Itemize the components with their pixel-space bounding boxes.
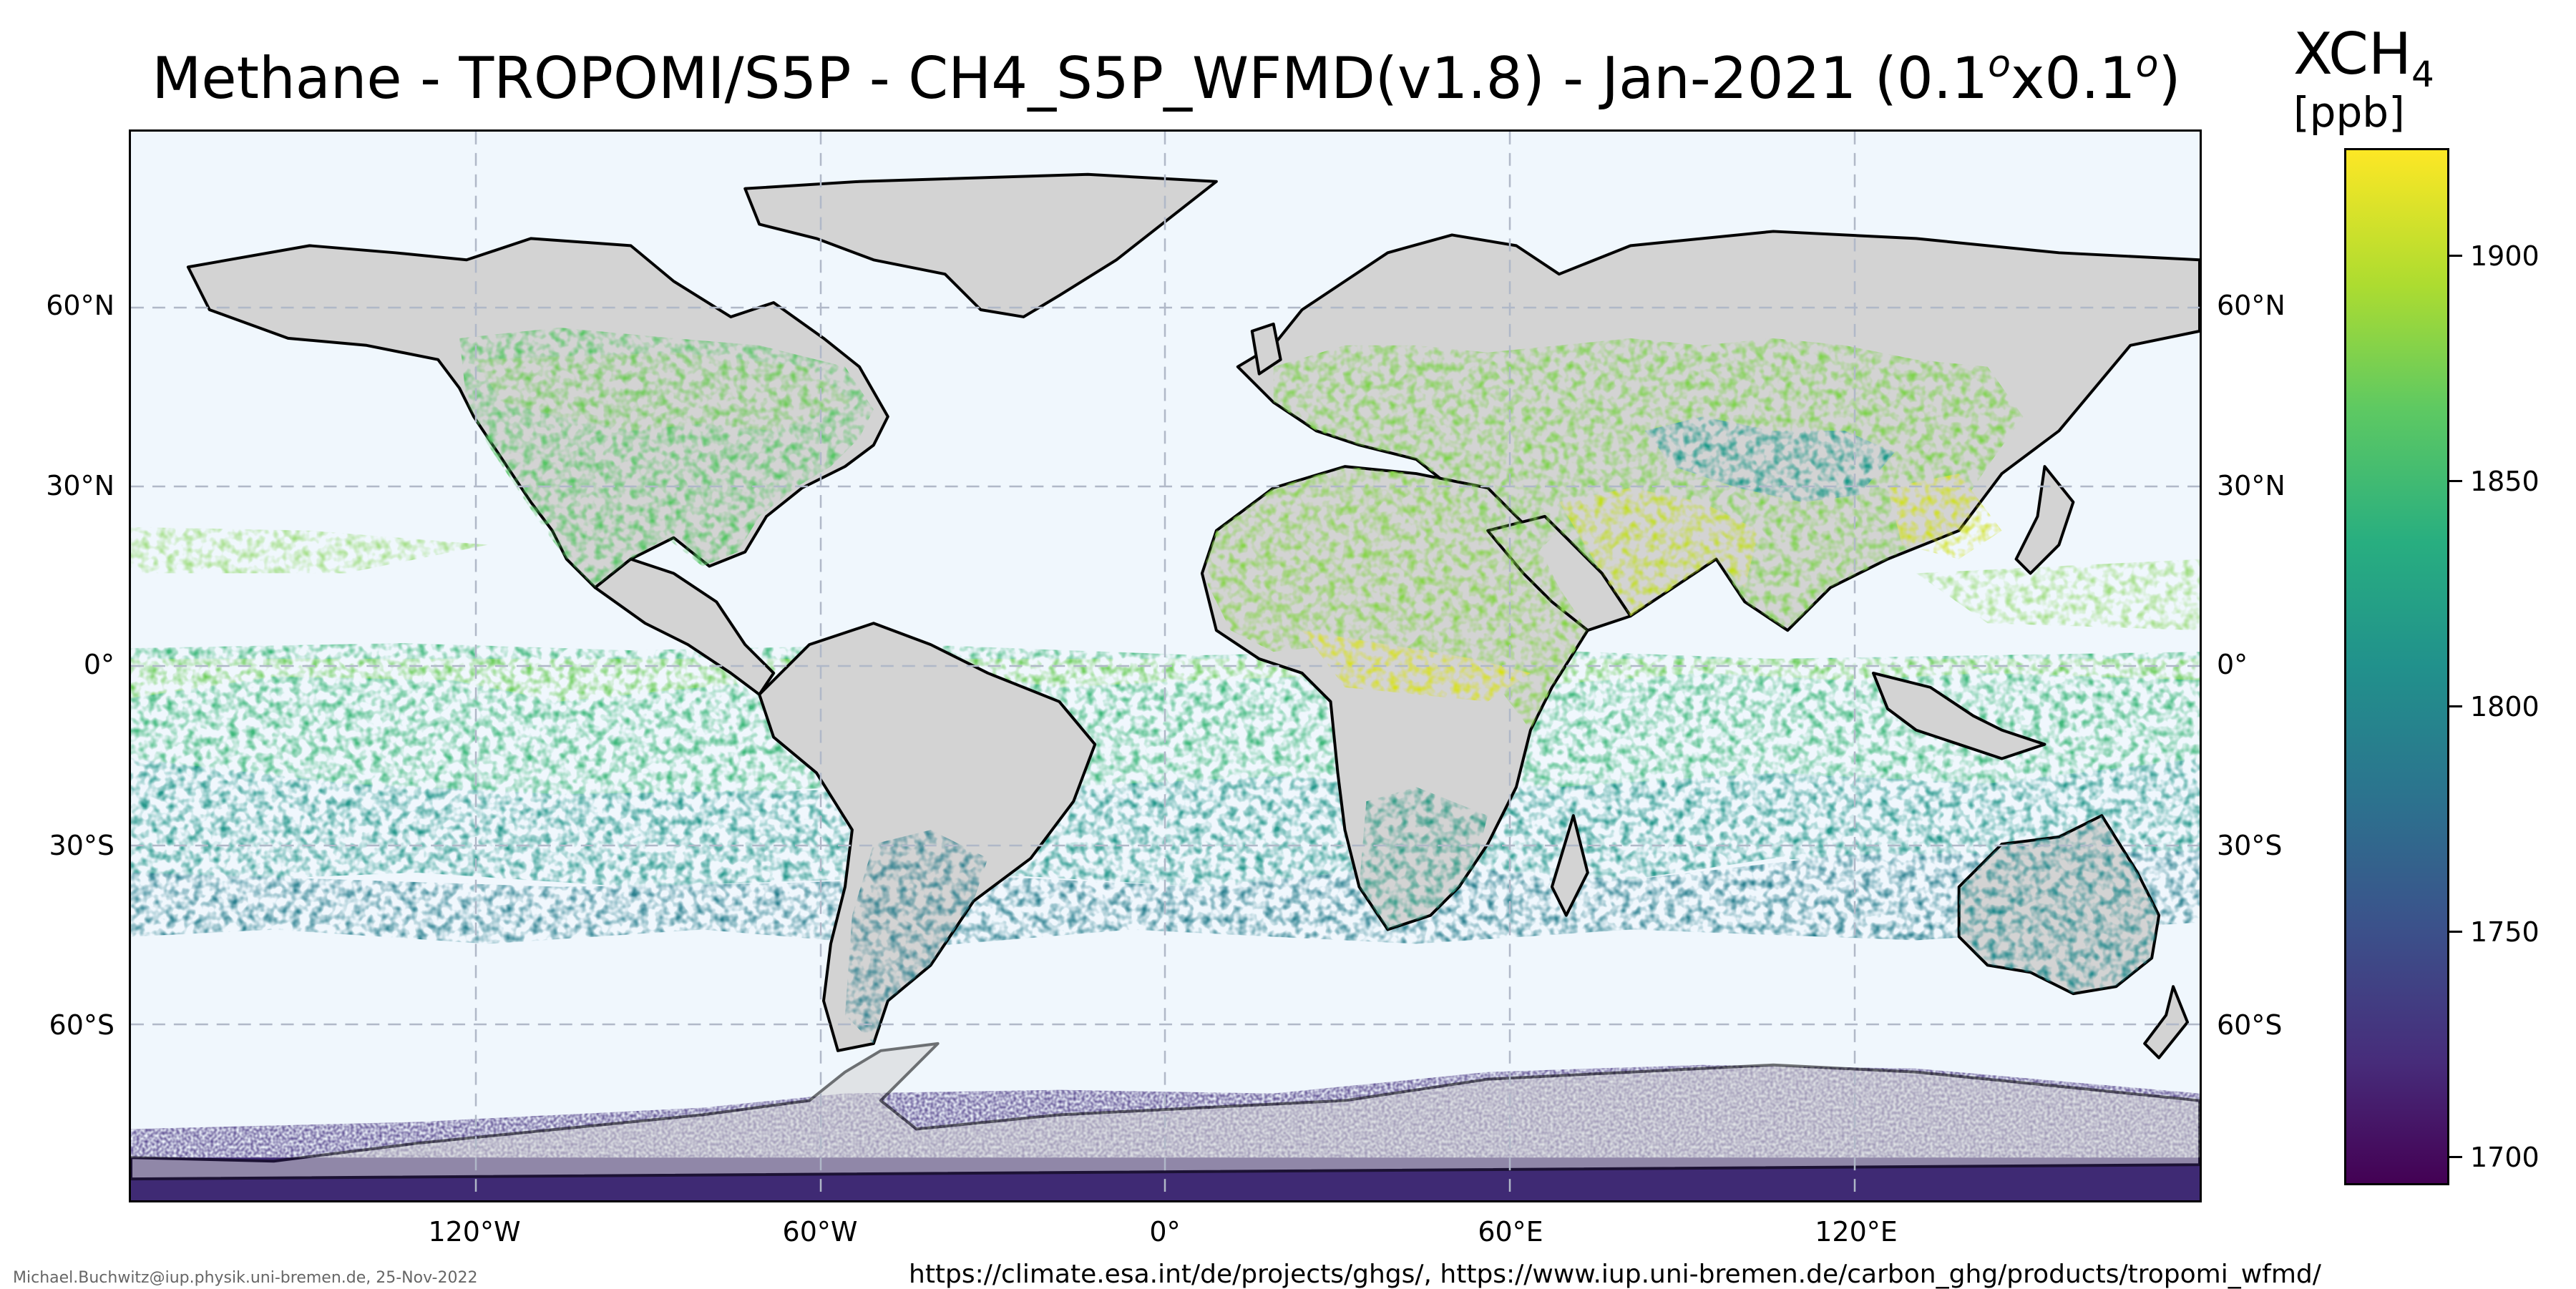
indonesia bbox=[1871, 671, 2046, 760]
lat-label-60n-left: 60°N bbox=[46, 290, 114, 321]
lat-label-30s-left: 30°S bbox=[49, 830, 114, 861]
new-zealand bbox=[2143, 985, 2190, 1059]
lon-label-0: 0° bbox=[1149, 1216, 1181, 1248]
colorbar bbox=[2344, 148, 2449, 1185]
lon-label-60w: 60°W bbox=[782, 1216, 858, 1248]
colorbar-label-1900: 1900 bbox=[2470, 240, 2540, 272]
lat-label-60s-left: 60°S bbox=[49, 1009, 114, 1041]
colorbar-label-1700: 1700 bbox=[2470, 1142, 2540, 1173]
antarctica bbox=[131, 1042, 2200, 1181]
map-panel[interactable] bbox=[129, 129, 2202, 1202]
lat-label-eq-right: 0° bbox=[2217, 649, 2248, 680]
lat-label-30n-left: 30°N bbox=[46, 470, 114, 501]
colorbar-tick-1850 bbox=[2449, 480, 2462, 482]
lon-label-120e: 120°E bbox=[1815, 1216, 1898, 1248]
colorbar-label-1750: 1750 bbox=[2470, 916, 2540, 948]
lat-label-30s-right: 30°S bbox=[2217, 830, 2283, 861]
colorbar-tick-1800 bbox=[2449, 705, 2462, 707]
colorbar-tick-1700 bbox=[2449, 1156, 2462, 1158]
lat-label-eq-left: 0° bbox=[83, 649, 114, 680]
lat-label-60n-right: 60°N bbox=[2217, 290, 2285, 321]
madagascar bbox=[1550, 814, 1589, 917]
lat-label-30n-right: 30°N bbox=[2217, 470, 2285, 501]
colorbar-title: XCH4 bbox=[2293, 21, 2434, 95]
map-title: Methane - TROPOMI/S5P - CH4_S5P_WFMD(v1.… bbox=[152, 43, 2181, 112]
colorbar-label-1850: 1850 bbox=[2470, 466, 2540, 497]
japan bbox=[2014, 465, 2075, 575]
graticule bbox=[131, 132, 2200, 1200]
colorbar-label-1800: 1800 bbox=[2470, 691, 2540, 722]
colorbar-tick-1750 bbox=[2449, 931, 2462, 933]
greenland bbox=[743, 172, 1218, 318]
central-america bbox=[593, 557, 776, 696]
lon-label-120w: 120°W bbox=[428, 1216, 521, 1248]
lon-label-60e: 60°E bbox=[1478, 1216, 1543, 1248]
lat-label-60s-right: 60°S bbox=[2217, 1009, 2283, 1041]
author-credit: Michael.Buchwitz@iup.physik.uni-bremen.d… bbox=[13, 1269, 478, 1287]
source-urls[interactable]: https://climate.esa.int/de/projects/ghgs… bbox=[909, 1260, 2321, 1289]
colorbar-units: [ppb] bbox=[2293, 88, 2405, 137]
british-isles bbox=[1250, 322, 1282, 376]
colorbar-tick-1900 bbox=[2449, 255, 2462, 257]
